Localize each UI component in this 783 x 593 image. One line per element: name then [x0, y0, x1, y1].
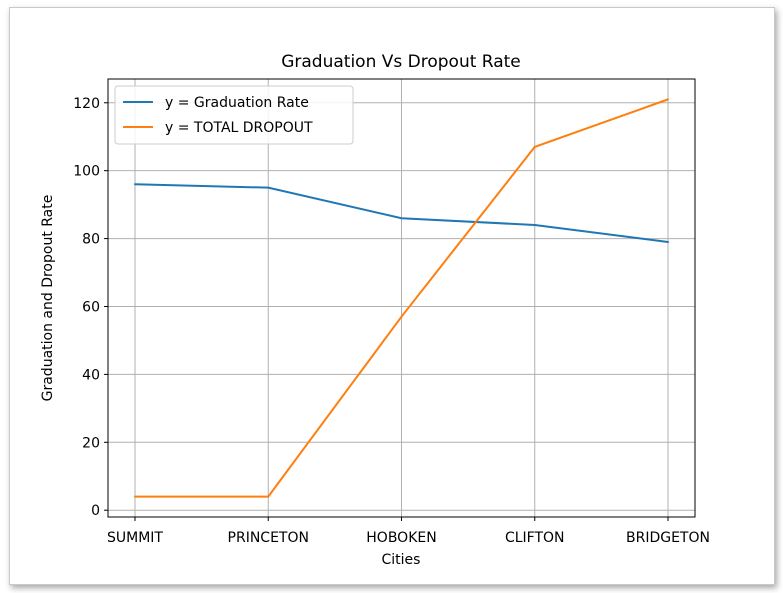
y-tick-label: 80 — [82, 232, 100, 248]
legend-label: y = TOTAL DROPOUT — [165, 120, 313, 136]
x-axis-label: Cities — [382, 552, 421, 568]
data-point — [667, 98, 669, 101]
data-point — [267, 495, 270, 498]
series-lines — [134, 98, 669, 498]
y-tick-label: 100 — [73, 164, 100, 180]
chart-title: Graduation Vs Dropout Rate — [281, 52, 521, 72]
data-point — [134, 495, 136, 498]
y-tick-label: 60 — [82, 299, 100, 315]
legend: y = Graduation Rate y = TOTAL DROPOUT — [114, 85, 354, 145]
y-tick-label: 0 — [91, 503, 100, 519]
y-tick-label: 40 — [82, 367, 100, 383]
y-tick-label: 120 — [73, 96, 100, 112]
legend-label: y = Graduation Rate — [165, 95, 309, 111]
x-tick-label: CLIFTON — [505, 530, 565, 546]
grid — [108, 79, 695, 517]
y-axis-label: Graduation and Dropout Rate — [40, 195, 56, 402]
y-axis: 0 20 40 60 80 100 120 — [73, 96, 108, 519]
data-point — [400, 315, 403, 318]
x-tick-label: SUMMIT — [107, 530, 163, 546]
data-point — [667, 240, 669, 243]
data-point — [267, 186, 270, 189]
x-tick-label: BRIDGETON — [626, 530, 710, 546]
legend-box — [114, 85, 354, 145]
data-point — [400, 217, 403, 220]
x-axis: SUMMIT PRINCETON HOBOKEN CLIFTON BRIDGETON — [107, 517, 710, 546]
data-point — [134, 183, 136, 186]
x-tick-label: HOBOKEN — [366, 530, 436, 546]
y-tick-label: 20 — [82, 435, 100, 451]
data-point — [533, 224, 536, 226]
x-tick-label: PRINCETON — [228, 530, 309, 546]
data-point — [533, 145, 536, 148]
